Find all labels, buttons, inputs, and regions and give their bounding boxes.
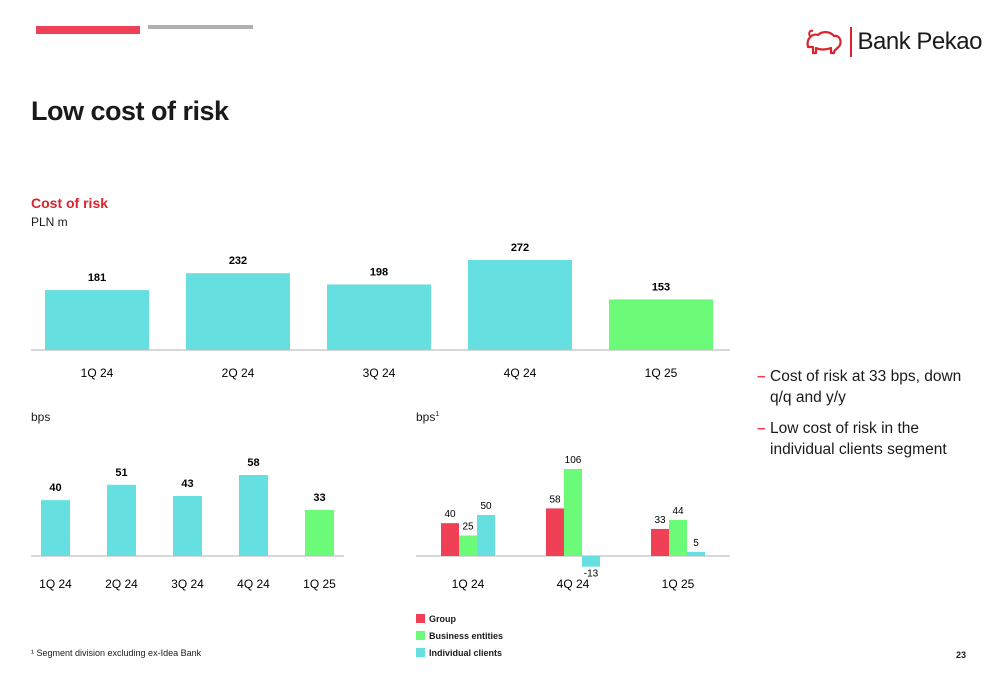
data-label: 25 (462, 521, 474, 532)
data-label: 58 (247, 457, 259, 469)
page-number: 23 (956, 650, 967, 660)
bullet-dash: – (757, 368, 766, 385)
bar (239, 475, 268, 556)
data-label: 181 (88, 272, 106, 284)
chart-unit: PLN m (31, 215, 68, 229)
bps-label-left: bps (31, 410, 51, 424)
bps-footnote-ref: 1 (435, 411, 440, 418)
data-label: 44 (672, 506, 684, 517)
data-label: 106 (565, 455, 582, 466)
data-label: 40 (49, 482, 61, 494)
tick-label: 4Q 24 (237, 577, 270, 591)
bullet-item: – Low cost of risk in the individual cli… (757, 418, 987, 460)
data-label: 51 (115, 467, 127, 479)
tick-label: 1Q 25 (303, 577, 336, 591)
tick-label: 4Q 24 (504, 366, 537, 380)
bullet-item: – Cost of risk at 33 bps, down q/q and y… (757, 366, 987, 408)
data-label: 43 (181, 478, 193, 490)
data-label: 40 (444, 509, 456, 520)
tick-label: 3Q 24 (171, 577, 204, 591)
bar (441, 523, 459, 556)
data-label: 33 (313, 492, 325, 504)
bar (477, 514, 495, 556)
cost-of-risk-chart: 181 1Q 24 232 2Q 24 198 3Q 24 272 4Q 24 153 1Q 25 (31, 242, 730, 380)
brand-logo: Bank Pekao (804, 22, 982, 62)
bar (651, 528, 669, 556)
data-label: 272 (511, 242, 529, 254)
bar (305, 509, 334, 556)
bullet-text: Cost of risk at 33 bps, down q/q and y/y (770, 368, 962, 406)
legend-item-group: Group (416, 610, 503, 627)
bar (107, 484, 136, 556)
chart-title: Cost of risk (31, 195, 109, 211)
accent-bar-red (36, 26, 140, 34)
bar (609, 299, 713, 350)
bar (186, 273, 290, 350)
tick-label: 4Q 24 (557, 577, 590, 591)
footnote: ¹ Segment division excluding ex-Idea Ban… (31, 648, 202, 658)
key-points: – Cost of risk at 33 bps, down q/q and y… (757, 366, 987, 470)
bps-label-right: bps1 (416, 410, 439, 424)
tick-label: 1Q 24 (81, 366, 114, 380)
tick-label: 1Q 25 (645, 366, 678, 380)
bar (173, 495, 202, 556)
page-title: Low cost of risk (31, 96, 229, 126)
data-label: 232 (229, 255, 247, 267)
data-label: 33 (654, 515, 666, 526)
bar (546, 508, 564, 556)
tick-label: 1Q 25 (662, 577, 695, 591)
data-label: 198 (370, 266, 388, 278)
bar (45, 290, 149, 350)
bar (669, 519, 687, 556)
bullet-dash: – (757, 420, 766, 437)
legend-item-business: Business entities (416, 627, 503, 644)
data-label: 58 (549, 494, 561, 505)
legend-label-group: Group (429, 613, 456, 624)
legend-swatch-group (416, 614, 425, 623)
tick-label: 3Q 24 (363, 366, 396, 380)
tick-label: 1Q 24 (39, 577, 72, 591)
bar (564, 469, 582, 556)
bullet-text: Low cost of risk in the individual clien… (770, 420, 947, 458)
bar (327, 284, 431, 350)
bar (582, 556, 600, 567)
data-label: 5 (693, 538, 699, 549)
tick-label: 2Q 24 (222, 366, 255, 380)
tick-label: 2Q 24 (105, 577, 138, 591)
legend-item-individual: Individual clients (416, 644, 503, 661)
chart-legend: Group Business entities Individual clien… (416, 610, 503, 661)
bar (459, 535, 477, 556)
bps-unit-text: bps (416, 410, 436, 424)
logo-divider (850, 27, 852, 57)
accent-bar-grey (148, 25, 253, 29)
legend-label-individual: Individual clients (429, 647, 503, 658)
bar (468, 260, 572, 350)
brand-name: Bank Pekao (857, 28, 983, 55)
data-label: 153 (652, 281, 670, 293)
bison-icon (806, 29, 842, 55)
bar (687, 551, 705, 556)
legend-swatch-business (416, 631, 425, 640)
legend-swatch-individual (416, 648, 425, 657)
legend-label-business: Business entities (429, 630, 504, 641)
tick-label: 1Q 24 (452, 577, 485, 591)
bar (41, 500, 70, 556)
data-label: 50 (480, 501, 492, 512)
bps-chart: 40 1Q 24 51 2Q 24 43 3Q 24 58 4Q 24 33 1Q 25 (31, 457, 344, 591)
data-label: -13 (584, 569, 599, 580)
